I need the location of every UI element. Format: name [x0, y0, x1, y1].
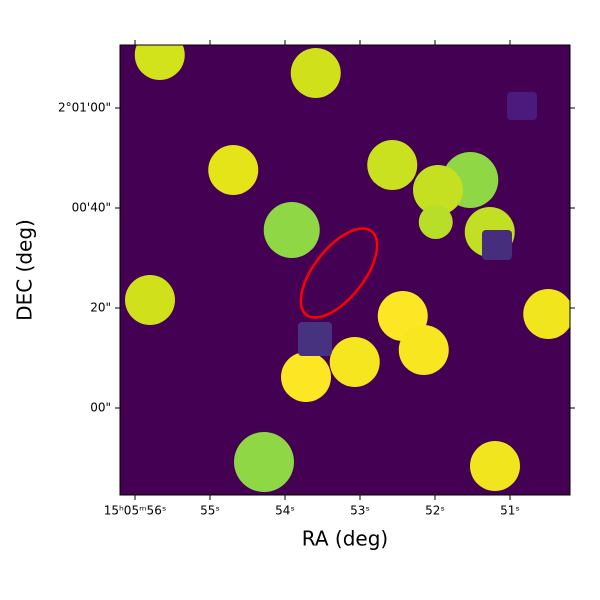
image: [125, 45, 570, 492]
source: [523, 289, 570, 339]
faint-patch: [482, 230, 512, 260]
source: [208, 145, 259, 195]
source: [470, 441, 520, 491]
source: [263, 202, 320, 258]
source: [281, 352, 331, 402]
x-tick-label: 53ˢ: [350, 504, 370, 518]
source: [413, 165, 463, 215]
source: [329, 337, 380, 387]
source: [398, 325, 449, 375]
source: [134, 45, 185, 80]
source: [234, 432, 294, 492]
y-tick-label: 00'40": [72, 201, 111, 215]
x-tick-label: 54ˢ: [275, 504, 295, 518]
region-ellipse: [299, 227, 379, 319]
faint-patch: [298, 322, 332, 356]
x-axis-label: RA (deg): [302, 527, 388, 551]
y-tick-label: 00": [90, 401, 111, 415]
source: [290, 48, 341, 98]
x-tick-label: 55ˢ: [200, 504, 220, 518]
image-background: [120, 45, 570, 495]
axes-frame: [119, 44, 571, 496]
x-tick-label: 51ˢ: [500, 504, 520, 518]
y-tick-label: 20": [90, 301, 111, 315]
source: [125, 275, 175, 325]
faint-patches: [298, 92, 537, 356]
source: [418, 205, 453, 239]
x-tick-label: 52ˢ: [425, 504, 445, 518]
y-axis-label: DEC (deg): [13, 219, 37, 321]
source: [367, 140, 418, 190]
faint-patch: [507, 92, 537, 120]
y-tick-label: 2°01'00": [58, 101, 111, 115]
x-tick-label: 15ʰ05ᵐ56ˢ: [104, 504, 167, 518]
